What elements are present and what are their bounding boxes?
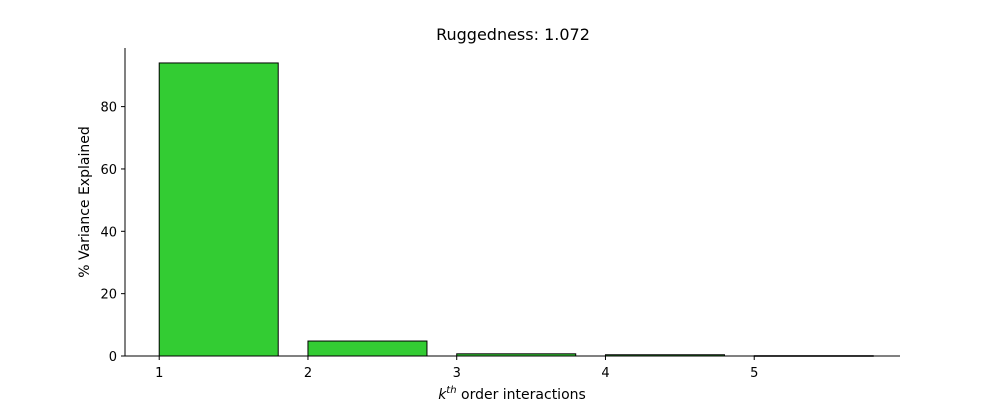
x-axis-label: kth order interactions (438, 385, 586, 400)
x-tick-label: 4 (601, 366, 609, 381)
y-tick-label: 40 (100, 225, 117, 240)
x-ticks: 1 2 3 4 5 (155, 356, 758, 381)
y-tick-label: 80 (100, 101, 117, 116)
chart-title: Ruggedness: 1.072 (436, 25, 590, 44)
bar-2 (307, 340, 428, 357)
x-axis-label-superscript: th (446, 385, 456, 396)
y-tick-label: 20 (100, 288, 117, 303)
bars (158, 62, 874, 357)
x-tick-label: 1 (155, 366, 163, 381)
x-tick-label: 3 (453, 366, 461, 381)
y-axis-label: % Variance Explained (77, 126, 93, 277)
x-tick-label: 5 (750, 366, 758, 381)
y-ticks: 0 20 40 60 80 (100, 101, 125, 365)
x-tick-label: 2 (304, 366, 312, 381)
x-axis-label-base: k (438, 387, 447, 400)
bar-1 (158, 62, 279, 357)
axes (124, 48, 900, 357)
x-axis-label-rest: order interactions (457, 387, 586, 400)
y-tick-label: 60 (100, 163, 117, 178)
y-tick-label: 0 (109, 350, 117, 365)
